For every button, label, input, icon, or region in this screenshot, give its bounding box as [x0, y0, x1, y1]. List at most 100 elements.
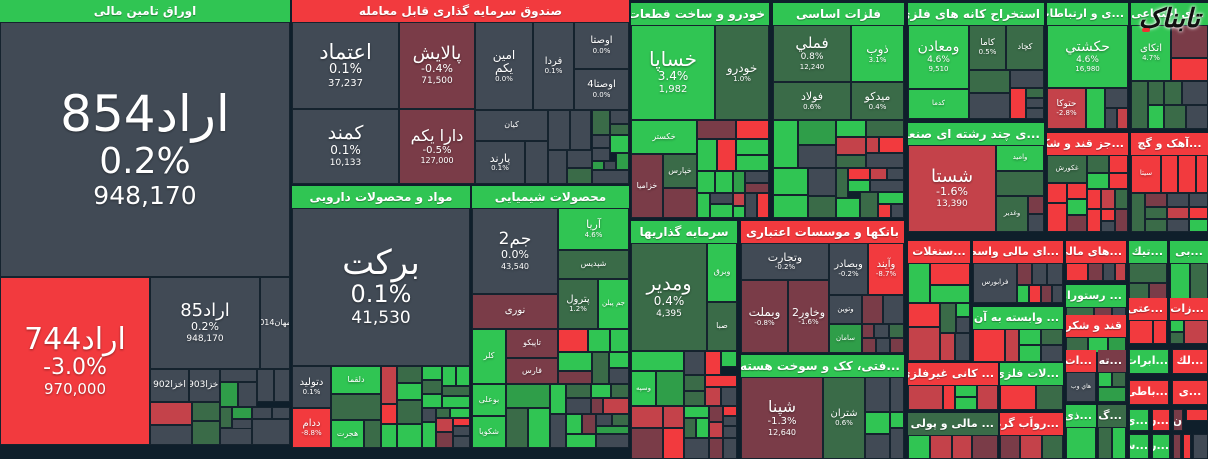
stock-tile-unlabeled[interactable] [422, 380, 442, 394]
stock-tile-unlabeled[interactable] [889, 324, 904, 338]
stock-tile-unlabeled[interactable] [860, 192, 878, 218]
stock-tile[interactable]: شپنا -1.3% 12,640 [741, 377, 823, 459]
stock-tile-unlabeled[interactable] [798, 145, 836, 168]
sector-header[interactable]: ...آهک و گچ [1131, 133, 1208, 155]
stock-tile-unlabeled[interactable] [1101, 209, 1115, 221]
stock-tile[interactable]: هجرت [331, 420, 364, 448]
stock-tile-unlabeled[interactable] [723, 426, 737, 438]
stock-tile-unlabeled[interactable] [1189, 207, 1208, 219]
sector-s40[interactable] [1186, 409, 1208, 421]
stock-tile-unlabeled[interactable] [150, 402, 192, 425]
stock-tile[interactable]: فولاد 0.6% [773, 82, 851, 120]
stock-tile-unlabeled[interactable] [1010, 88, 1026, 119]
stock-tile-unlabeled[interactable] [663, 406, 684, 428]
sector-header[interactable]: ...ی و ارتباطات [1047, 3, 1128, 25]
stock-tile[interactable]: کمند 0.1% 10,133 [292, 109, 399, 184]
sector-s1[interactable]: اعتماد 0.1% 37,237 کمند 0.1% 10,133 پالایش -0.4… [292, 0, 629, 184]
stock-tile-unlabeled[interactable] [592, 352, 609, 384]
stock-tile-unlabeled[interactable] [1052, 285, 1063, 303]
stock-tile-unlabeled[interactable] [566, 384, 591, 398]
stock-tile[interactable]: خودرو 1.0% [715, 25, 769, 120]
stock-tile-unlabeled[interactable] [1087, 155, 1109, 173]
stock-tile-unlabeled[interactable] [1017, 285, 1029, 303]
stock-tile[interactable]: شستا -1.6% 13,390 [908, 145, 996, 232]
stock-tile[interactable]: شپدیس [558, 250, 629, 279]
stock-tile-unlabeled[interactable] [566, 398, 591, 414]
stock-tile-unlabeled[interactable] [709, 406, 723, 422]
stock-tile-unlabeled[interactable] [908, 263, 930, 303]
stock-tile-unlabeled[interactable] [890, 377, 904, 412]
stock-tile-unlabeled[interactable] [570, 110, 591, 150]
stock-tile-unlabeled[interactable] [890, 428, 904, 459]
stock-tile-unlabeled[interactable] [558, 329, 588, 352]
stock-tile-unlabeled[interactable] [1067, 199, 1087, 215]
stock-tile-unlabeled[interactable] [1112, 372, 1126, 387]
sector-header[interactable]: ...زات [1170, 298, 1208, 320]
stock-tile-unlabeled[interactable] [528, 408, 550, 448]
stock-tile-unlabeled[interactable] [453, 418, 470, 426]
stock-tile-unlabeled[interactable] [422, 394, 442, 408]
stock-tile-unlabeled[interactable] [631, 428, 663, 459]
stock-tile[interactable]: وتوین [829, 295, 862, 324]
stock-tile-unlabeled[interactable] [996, 171, 1044, 196]
stock-tile[interactable]: پالایش -0.4% 71,500 [399, 22, 475, 109]
stock-tile-unlabeled[interactable] [1028, 196, 1044, 214]
stock-tile-unlabeled[interactable] [1087, 189, 1101, 209]
stock-tile-unlabeled[interactable] [610, 135, 629, 153]
sector-s45[interactable] [1193, 434, 1208, 459]
stock-tile-unlabeled[interactable] [1026, 98, 1044, 108]
stock-tile-unlabeled[interactable] [883, 295, 904, 324]
sector-header[interactable]: ... رستوران [1066, 285, 1126, 307]
stock-tile-unlabeled[interactable] [453, 436, 470, 448]
stock-tile-unlabeled[interactable] [422, 408, 436, 422]
stock-tile-unlabeled[interactable] [220, 407, 232, 428]
stock-tile-unlabeled[interactable] [745, 193, 757, 218]
stock-tile-unlabeled[interactable] [684, 406, 709, 418]
sector-s25[interactable]: ... مالی و پولی [908, 413, 998, 459]
stock-tile-unlabeled[interactable] [736, 139, 769, 155]
stock-tile-unlabeled[interactable] [220, 428, 252, 445]
stock-tile-unlabeled[interactable] [1167, 207, 1189, 219]
stock-tile-unlabeled[interactable] [1145, 207, 1167, 219]
sector-s37[interactable]: ...ی [1129, 409, 1149, 431]
stock-tile-unlabeled[interactable] [397, 383, 422, 400]
stock-tile-unlabeled[interactable] [252, 407, 272, 419]
stock-tile-unlabeled[interactable] [1098, 372, 1112, 387]
stock-tile-unlabeled[interactable] [1066, 263, 1088, 281]
sector-header[interactable]: ...بی [1170, 241, 1208, 263]
sector-header[interactable]: ...های مالی [1066, 241, 1126, 263]
sector-header[interactable]: ...ات [1066, 350, 1096, 372]
stock-tile-unlabeled[interactable] [878, 192, 904, 204]
sector-s18[interactable]: ...های مالی [1066, 241, 1126, 281]
stock-tile-unlabeled[interactable] [866, 120, 904, 137]
sector-s43[interactable] [1173, 434, 1181, 459]
stock-tile-unlabeled[interactable] [1131, 81, 1148, 129]
sector-s23[interactable]: ... کانی غیرفلزی [908, 363, 998, 410]
sector-s14[interactable]: سیتا ...آهک و گچ [1131, 133, 1208, 232]
stock-tile-unlabeled[interactable] [550, 414, 566, 448]
stock-tile[interactable]: خپارس [663, 154, 697, 188]
stock-tile-unlabeled[interactable] [381, 404, 397, 424]
stock-tile-unlabeled[interactable] [612, 414, 629, 426]
stock-tile-unlabeled[interactable] [870, 168, 887, 180]
stock-tile-unlabeled[interactable] [1066, 427, 1096, 459]
sector-s30[interactable]: ...بی [1170, 241, 1208, 301]
stock-tile-unlabeled[interactable] [862, 324, 874, 338]
sector-header[interactable]: ...ای مالی واسط [973, 241, 1063, 263]
stock-tile-unlabeled[interactable] [862, 338, 876, 353]
sector-s20[interactable]: قند و شکر [1066, 315, 1126, 353]
sector-s11[interactable]: اتکای 4.7% ...ی اجتماعی [1131, 3, 1208, 129]
stock-tile-unlabeled[interactable] [879, 137, 904, 153]
stock-tile-unlabeled[interactable] [745, 171, 769, 183]
stock-tile[interactable]: مهان014 [260, 277, 290, 369]
stock-tile-unlabeled[interactable] [192, 402, 220, 421]
sector-s42[interactable]: ...ر [1152, 434, 1170, 459]
sector-s15[interactable]: ...ستغلات [908, 241, 970, 361]
stock-tile-unlabeled[interactable] [1067, 215, 1087, 232]
stock-tile-unlabeled[interactable] [697, 139, 717, 171]
stock-tile-unlabeled[interactable] [558, 371, 592, 384]
stock-tile[interactable]: جم2 0.0% 43,540 [472, 208, 558, 294]
sector-s17[interactable]: ... وابسته به آن [973, 307, 1063, 362]
stock-tile-unlabeled[interactable] [609, 368, 629, 384]
sector-s6[interactable]: ومدیر 0.4% 4,395 وبرق صبا وسپه سرمایه گذاریها [631, 221, 737, 459]
